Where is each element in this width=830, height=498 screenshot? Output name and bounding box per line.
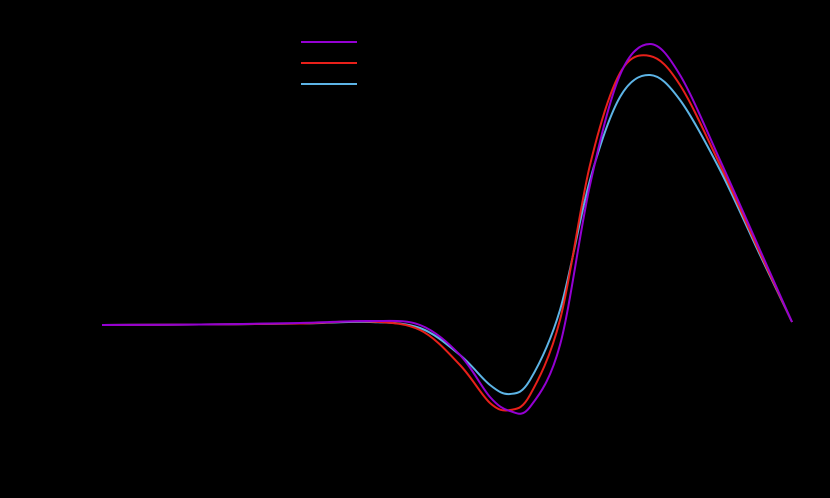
plot-area <box>101 42 793 415</box>
legend <box>301 41 357 85</box>
line-series-1 <box>101 42 793 415</box>
